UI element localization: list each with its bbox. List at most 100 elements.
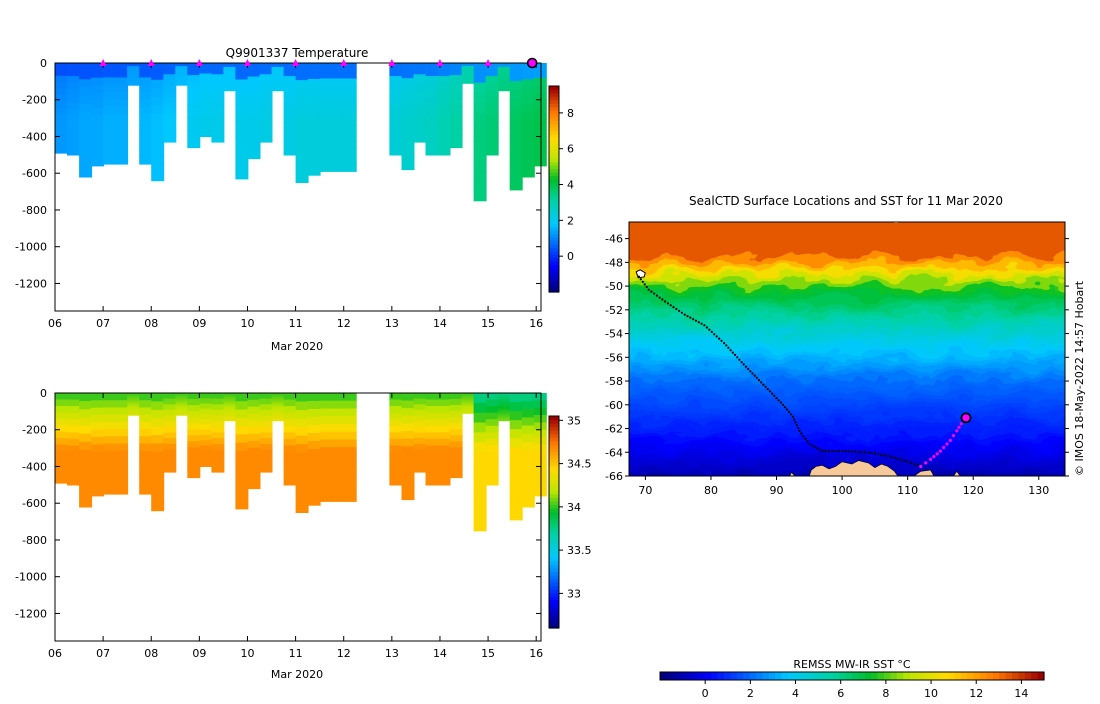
temp-cell (235, 162, 249, 172)
sst-band (629, 268, 1065, 276)
sst-cbar-swatch (724, 672, 731, 680)
sal-cell (485, 419, 499, 427)
sal-cell (461, 408, 475, 411)
temp-cbar-swatch (549, 213, 559, 218)
sal-cbar-swatch (549, 550, 559, 555)
temp-cell (271, 74, 285, 78)
temp-cell (163, 79, 177, 87)
sal-cell (485, 458, 499, 466)
temp-cbar-swatch (549, 86, 559, 91)
sal-cell (223, 408, 237, 412)
temp-cell (295, 88, 309, 98)
sal-cell (449, 411, 463, 418)
sal-cell (533, 459, 547, 467)
sst-band (629, 416, 1065, 424)
recent-track-point (924, 461, 928, 465)
sal-cell (115, 407, 129, 416)
temp-cell (127, 66, 141, 69)
track-point (694, 319, 698, 322)
temp-cell (211, 79, 225, 87)
temp-cell (247, 76, 261, 84)
temp-cell (79, 136, 93, 145)
sst-band (629, 369, 1065, 377)
track-point (733, 353, 737, 356)
track-point (692, 318, 695, 321)
temp-cell (55, 146, 68, 154)
sal-cell (401, 476, 415, 485)
temp-cell (461, 70, 475, 73)
sal-cell (295, 393, 309, 403)
current-profile-marker (526, 57, 538, 69)
sal-cell (151, 401, 165, 411)
sst-cbar-swatch (794, 672, 802, 680)
track-point (771, 392, 774, 395)
sal-cell (115, 393, 129, 401)
sal-cell (247, 481, 261, 490)
temp-cell (331, 109, 345, 118)
temp-cell (103, 99, 117, 107)
sal-cell (413, 404, 427, 411)
sal-cell (163, 460, 177, 467)
sst-band (599, 476, 1095, 483)
sal-cell (413, 460, 427, 467)
temp-y-tick-label: 0 (40, 57, 47, 70)
sst-band (629, 256, 1065, 264)
sal-cell (319, 454, 333, 464)
sal-cell (163, 432, 177, 439)
temp-cell (521, 95, 535, 105)
sal-cell (389, 399, 403, 407)
temp-cell (319, 148, 333, 157)
sal-cell (271, 418, 285, 422)
sal-cell (103, 465, 117, 473)
temp-cell (187, 99, 201, 106)
track-point (808, 442, 811, 446)
sal-cell (307, 393, 321, 402)
sal-cell (425, 399, 439, 407)
sal-cell (473, 452, 487, 463)
temp-cbar-swatch (549, 281, 559, 286)
sst-cbar-swatch (717, 672, 725, 680)
sal-cell (55, 405, 68, 413)
temp-cell (307, 127, 321, 136)
sst-band (629, 315, 1065, 323)
sal-cell (91, 422, 105, 431)
sal-cell (473, 461, 487, 473)
temp-cell (319, 70, 333, 79)
temp-cell (497, 66, 511, 70)
temp-cell (259, 136, 273, 143)
sst-band (629, 440, 1065, 448)
temp-cell (521, 87, 535, 97)
temp-cell (127, 64, 141, 67)
temp-cell (413, 125, 427, 132)
sal-cell (331, 454, 345, 464)
temp-cell (247, 138, 261, 146)
sal-cell (307, 481, 321, 490)
sal-cell (259, 432, 273, 439)
temp-cbar-swatch (549, 151, 559, 156)
temp-cell (91, 114, 105, 123)
temp-cell (307, 71, 321, 80)
sal-cbar-swatch (549, 426, 559, 431)
sal-cell (413, 415, 427, 422)
sal-cell (91, 488, 105, 497)
sal-cbar-swatch (549, 504, 559, 509)
temp-cell (319, 140, 333, 149)
track-point (850, 450, 854, 453)
sal-x-tick-label: 13 (385, 647, 399, 660)
temp-cell (485, 122, 499, 130)
sst-band (629, 357, 1065, 365)
temp-cell (199, 126, 213, 132)
sal-cell (437, 465, 451, 473)
sal-cell (461, 395, 475, 398)
sal-cell (319, 493, 333, 502)
sal-cbar-swatch (549, 472, 559, 477)
temp-cell (79, 79, 93, 88)
temp-cell (79, 119, 93, 129)
sal-cbar-swatch (549, 500, 559, 505)
map-y-tick-label: -54 (605, 328, 623, 341)
temp-cell (533, 77, 547, 86)
temp-cell (235, 87, 249, 97)
sal-cell (413, 398, 427, 405)
temp-cbar-swatch (549, 130, 559, 135)
temp-cell (223, 88, 237, 92)
